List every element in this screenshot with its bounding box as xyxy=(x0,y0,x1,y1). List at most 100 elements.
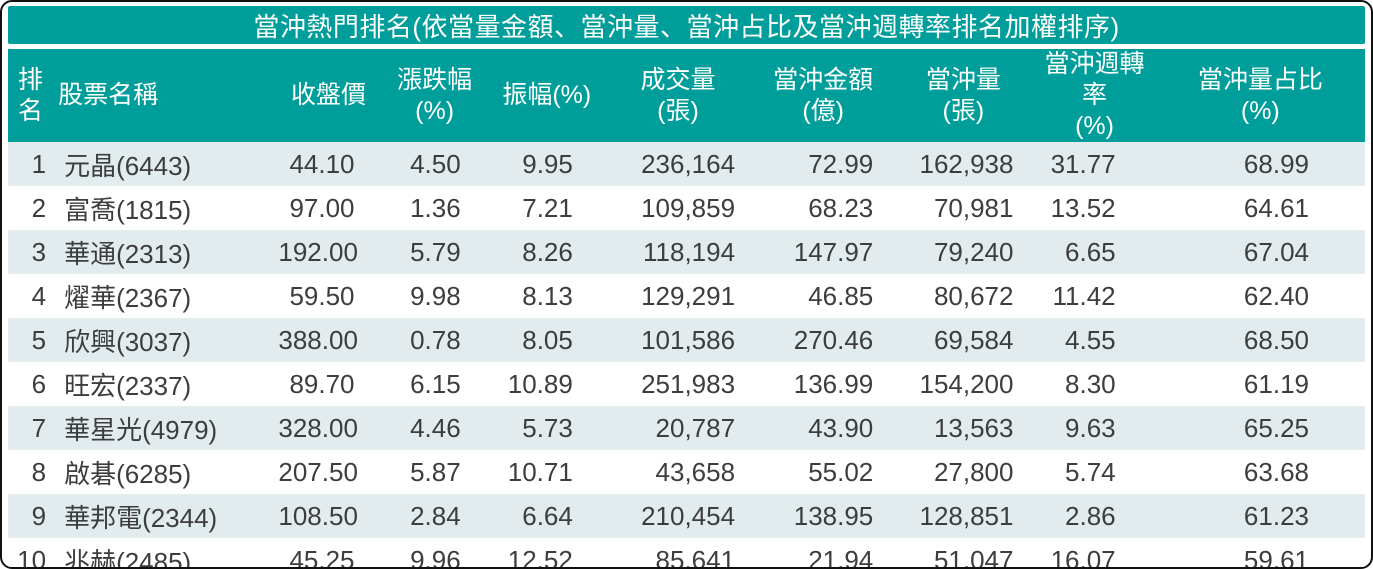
cell-change: 4.46 xyxy=(410,412,461,443)
column-header-close: 收盤價 xyxy=(278,49,379,142)
cell-turn: 11.42 xyxy=(1052,280,1116,311)
cell-dtvol: 51,047 xyxy=(933,544,1014,569)
column-header-amt: 當沖金額 (億) xyxy=(753,49,894,142)
cell-name: 華邦電(2344) xyxy=(64,502,218,533)
cell-vol: 85,641 xyxy=(655,544,736,569)
cell-change: 5.79 xyxy=(410,236,461,267)
cell-dtvol: 69,584 xyxy=(933,324,1014,355)
cell-name: 燿華(2367) xyxy=(64,282,192,313)
cell-amp: 7.21 xyxy=(522,192,573,223)
table-row: 4 燿華(2367) 59.50 9.98 8.13 129,291 46.85 80,672… xyxy=(8,274,1365,318)
daytrade-ranking-table: 排 名股票名稱 收盤價 漲跌幅(%) 振幅(%) 成交量 (張) 當沖金額 (億) 當沖量 … xyxy=(8,49,1365,569)
table-row: 7 華星光(4979) 328.00 4.46 5.73 20,787 43.90 13,56… xyxy=(8,406,1365,450)
cell-rank: 6 xyxy=(31,368,47,399)
cell-rank: 10 xyxy=(17,544,47,569)
cell-amp: 6.64 xyxy=(522,500,573,531)
cell-amt: 270.46 xyxy=(793,324,874,355)
cell-turn: 31.77 xyxy=(1050,148,1116,179)
cell-rank: 8 xyxy=(31,456,47,487)
cell-change: 9.96 xyxy=(410,544,461,569)
cell-amt: 55.02 xyxy=(808,456,874,487)
cell-turn: 16.07 xyxy=(1050,544,1116,569)
table-body: 1 元晶(6443) 44.10 4.50 9.95 236,164 72.99 162,93… xyxy=(8,142,1365,569)
cell-ratio: 64.61 xyxy=(1243,192,1309,223)
cell-close: 89.70 xyxy=(289,368,355,399)
cell-amt: 43.90 xyxy=(808,412,874,443)
cell-rank: 5 xyxy=(31,324,47,355)
cell-name: 華星光(4979) xyxy=(64,414,218,445)
cell-close: 44.10 xyxy=(289,148,355,179)
cell-amp: 8.13 xyxy=(522,280,573,311)
cell-change: 4.50 xyxy=(410,148,461,179)
cell-dtvol: 128,851 xyxy=(919,500,1014,531)
cell-amt: 68.23 xyxy=(808,192,874,223)
cell-turn: 8.30 xyxy=(1065,368,1116,399)
cell-turn: 6.65 xyxy=(1065,236,1116,267)
cell-vol: 101,586 xyxy=(641,324,736,355)
cell-amp: 10.89 xyxy=(507,368,573,399)
cell-ratio: 63.68 xyxy=(1243,456,1309,487)
cell-rank: 7 xyxy=(31,412,47,443)
cell-name: 旺宏(2337) xyxy=(64,370,192,401)
cell-change: 9.98 xyxy=(410,280,461,311)
cell-amp: 5.73 xyxy=(522,412,573,443)
cell-vol: 118,194 xyxy=(643,236,736,267)
cell-change: 1.36 xyxy=(410,192,461,223)
cell-dtvol: 27,800 xyxy=(933,456,1014,487)
cell-name: 啟碁(6285) xyxy=(64,458,192,489)
column-header-rank: 排 名 xyxy=(8,49,55,142)
column-header-change: 漲跌幅(%) xyxy=(378,49,491,142)
column-header-amp: 振幅(%) xyxy=(490,49,603,142)
column-header-name: 股票名稱 xyxy=(54,49,279,142)
cell-amp: 8.26 xyxy=(522,236,573,267)
cell-amt: 138.95 xyxy=(793,500,874,531)
column-header-turn: 當沖週轉率 (%) xyxy=(1033,49,1156,142)
cell-close: 108.50 xyxy=(278,500,358,531)
column-header-vol: 成交量 (張) xyxy=(602,49,754,142)
cell-vol: 43,658 xyxy=(655,456,736,487)
cell-ratio: 61.23 xyxy=(1243,500,1309,531)
cell-close: 45.25 xyxy=(289,544,355,569)
cell-turn: 9.63 xyxy=(1065,412,1116,443)
table-row: 8 啟碁(6285) 207.50 5.87 10.71 43,658 55.02 27,80… xyxy=(8,450,1365,494)
cell-dtvol: 70,981 xyxy=(933,192,1014,223)
cell-rank: 2 xyxy=(31,192,47,223)
cell-close: 192.00 xyxy=(278,236,358,267)
cell-name: 欣興(3037) xyxy=(64,326,192,357)
table-title: 當沖熱門排名(依當量金額、當沖量、當沖占比及當沖週轉率排名加權排序) xyxy=(253,11,1120,42)
cell-amp: 12.52 xyxy=(507,544,573,569)
cell-amt: 46.85 xyxy=(808,280,874,311)
cell-turn: 5.74 xyxy=(1065,456,1116,487)
table-row: 9 華邦電(2344) 108.50 2.84 6.64 210,454 138.95 128… xyxy=(8,494,1365,538)
cell-close: 97.00 xyxy=(289,192,355,223)
cell-ratio: 59.61 xyxy=(1243,544,1309,569)
cell-vol: 236,164 xyxy=(641,148,736,179)
column-header-dtvol: 當沖量 (張) xyxy=(893,49,1034,142)
column-header-ratio: 當沖量占比 (%) xyxy=(1155,49,1365,142)
cell-vol: 109,859 xyxy=(641,192,736,223)
cell-rank: 1 xyxy=(31,148,47,179)
table-row: 6 旺宏(2337) 89.70 6.15 10.89 251,983 136.99 154,… xyxy=(8,362,1365,406)
table-title-bar: 當沖熱門排名(依當量金額、當沖量、當沖占比及當沖週轉率排名加權排序) xyxy=(8,6,1365,44)
cell-name: 元晶(6443) xyxy=(64,150,192,181)
cell-close: 328.00 xyxy=(278,412,358,443)
cell-ratio: 62.40 xyxy=(1243,280,1309,311)
cell-vol: 20,787 xyxy=(655,412,736,443)
cell-dtvol: 162,938 xyxy=(919,148,1014,179)
cell-turn: 4.55 xyxy=(1065,324,1116,355)
cell-name: 兆赫(2485) xyxy=(64,546,192,569)
cell-turn: 2.86 xyxy=(1065,500,1116,531)
table-row: 1 元晶(6443) 44.10 4.50 9.95 236,164 72.99 162,93… xyxy=(8,142,1365,186)
cell-ratio: 61.19 xyxy=(1243,368,1309,399)
cell-dtvol: 80,672 xyxy=(933,280,1014,311)
cell-dtvol: 13,563 xyxy=(933,412,1014,443)
table-row: 3 華通(2313) 192.00 5.79 8.26 118,194 147.97 79,2… xyxy=(8,230,1365,274)
cell-change: 6.15 xyxy=(410,368,461,399)
cell-amp: 10.71 xyxy=(507,456,573,487)
cell-dtvol: 154,200 xyxy=(919,368,1014,399)
cell-amt: 147.97 xyxy=(793,236,874,267)
cell-name: 富喬(1815) xyxy=(64,194,192,225)
cell-ratio: 67.04 xyxy=(1243,236,1309,267)
cell-ratio: 65.25 xyxy=(1243,412,1309,443)
